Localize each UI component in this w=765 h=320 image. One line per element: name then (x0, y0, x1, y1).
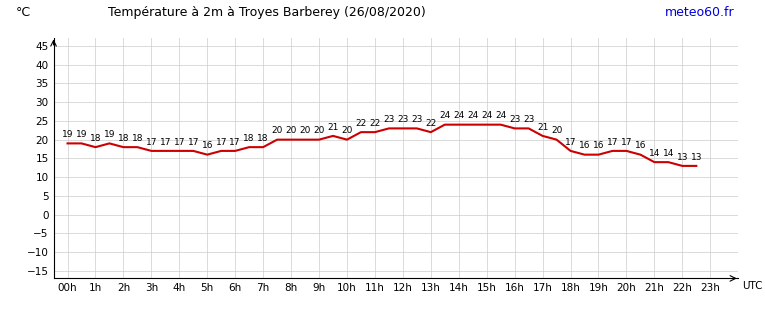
Text: 18: 18 (257, 134, 269, 143)
Text: 17: 17 (160, 138, 171, 147)
Text: 16: 16 (201, 141, 213, 150)
Text: 13: 13 (676, 153, 688, 162)
Text: 19: 19 (104, 130, 116, 139)
Text: 17: 17 (187, 138, 199, 147)
Text: 20: 20 (285, 126, 297, 135)
Text: 20: 20 (272, 126, 283, 135)
Text: Température à 2m à Troyes Barberey (26/08/2020): Température à 2m à Troyes Barberey (26/0… (109, 6, 426, 19)
Text: 21: 21 (327, 123, 339, 132)
Text: 20: 20 (551, 126, 562, 135)
Text: 14: 14 (649, 149, 660, 158)
Text: 18: 18 (243, 134, 255, 143)
Text: 18: 18 (132, 134, 143, 143)
Text: 23: 23 (523, 115, 534, 124)
Text: 23: 23 (383, 115, 395, 124)
Text: 17: 17 (174, 138, 185, 147)
Text: °C: °C (16, 6, 31, 19)
Text: 22: 22 (425, 119, 437, 128)
Text: meteo60.fr: meteo60.fr (666, 6, 735, 19)
Text: 16: 16 (579, 141, 591, 150)
Text: 24: 24 (495, 111, 506, 121)
Text: UTC: UTC (741, 281, 762, 291)
Text: 21: 21 (537, 123, 549, 132)
Text: 18: 18 (118, 134, 129, 143)
Text: 20: 20 (314, 126, 324, 135)
Text: 22: 22 (355, 119, 366, 128)
Text: 23: 23 (397, 115, 409, 124)
Text: 17: 17 (230, 138, 241, 147)
Text: 23: 23 (509, 115, 520, 124)
Text: 18: 18 (90, 134, 101, 143)
Text: 13: 13 (691, 153, 702, 162)
Text: 17: 17 (620, 138, 632, 147)
Text: 20: 20 (341, 126, 353, 135)
Text: 22: 22 (369, 119, 380, 128)
Text: 20: 20 (299, 126, 311, 135)
Text: 17: 17 (216, 138, 227, 147)
Text: 23: 23 (411, 115, 422, 124)
Text: 17: 17 (565, 138, 576, 147)
Text: 24: 24 (453, 111, 464, 121)
Text: 19: 19 (62, 130, 73, 139)
Text: 19: 19 (76, 130, 87, 139)
Text: 24: 24 (467, 111, 478, 121)
Text: 24: 24 (439, 111, 451, 121)
Text: 17: 17 (145, 138, 157, 147)
Text: 17: 17 (607, 138, 618, 147)
Text: 16: 16 (593, 141, 604, 150)
Text: 16: 16 (635, 141, 646, 150)
Text: 14: 14 (662, 149, 674, 158)
Text: 24: 24 (481, 111, 493, 121)
